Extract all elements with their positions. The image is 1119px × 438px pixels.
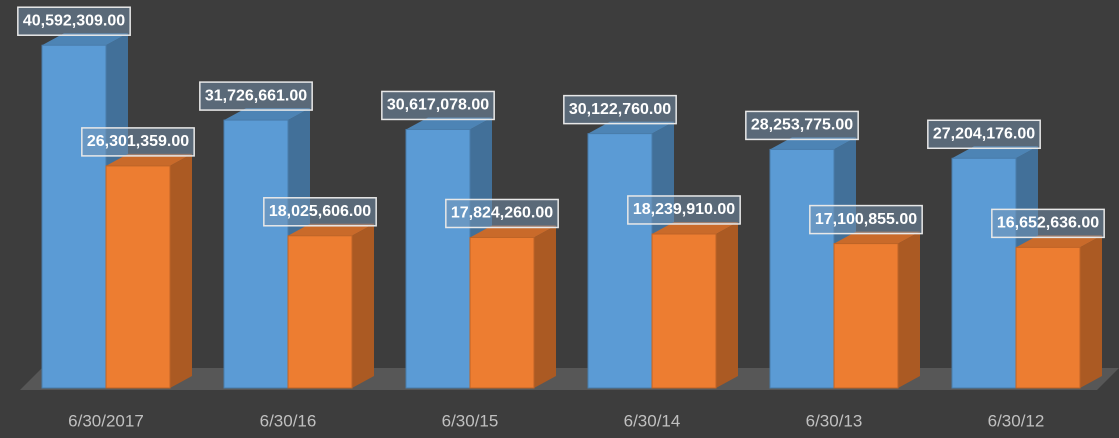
value-label-box <box>381 90 495 121</box>
bar-top <box>834 231 920 244</box>
value-label-box <box>927 119 1041 150</box>
value-label: 27,204,176.00 <box>933 125 1035 142</box>
bar-top <box>288 223 374 236</box>
bar-top <box>770 137 856 150</box>
x-tick-label: 6/30/2017 <box>68 411 144 430</box>
value-label: 31,726,661.00 <box>205 87 307 104</box>
bar-top <box>470 225 556 238</box>
bar-side <box>898 231 920 388</box>
value-label: 40,592,309.00 <box>23 12 125 29</box>
x-tick-label: 6/30/14 <box>624 411 681 430</box>
value-label: 17,100,855.00 <box>815 211 917 228</box>
bar-front <box>951 157 1017 389</box>
bar <box>105 153 192 389</box>
bar-top <box>42 33 128 46</box>
bar-front <box>223 119 289 389</box>
bar-side <box>534 225 556 388</box>
value-label: 26,301,359.00 <box>87 133 189 150</box>
x-tick-label: 6/30/15 <box>442 411 499 430</box>
bar-side <box>170 153 192 388</box>
value-label-box <box>445 198 559 229</box>
bar <box>469 225 556 389</box>
value-label: 17,824,260.00 <box>451 205 553 222</box>
x-tick-label: 6/30/16 <box>260 411 317 430</box>
bar <box>833 231 920 389</box>
value-label-box <box>745 110 859 141</box>
bar-front <box>651 233 717 389</box>
bar-front <box>1015 246 1081 389</box>
bar-top <box>952 146 1038 159</box>
value-label: 16,652,636.00 <box>997 215 1099 232</box>
value-label-box <box>17 6 131 36</box>
value-label: 18,239,910.00 <box>633 201 735 218</box>
value-label-box <box>263 197 377 227</box>
bar <box>1015 235 1102 389</box>
bar-top <box>224 108 310 121</box>
bar-top <box>106 153 192 166</box>
value-label-box <box>563 94 677 125</box>
bar <box>651 221 738 389</box>
bar-front <box>769 148 835 389</box>
bar-top <box>588 121 674 134</box>
bar-top <box>1016 235 1102 248</box>
value-label-box <box>991 208 1105 239</box>
x-tick-label: 6/30/12 <box>988 411 1045 430</box>
bar-front <box>469 236 535 389</box>
value-label: 30,122,760.00 <box>569 101 671 118</box>
value-label: 28,253,775.00 <box>751 117 853 134</box>
bar-top <box>406 117 492 130</box>
bar-front <box>287 235 353 389</box>
bar-front <box>405 128 471 389</box>
value-label: 30,617,078.00 <box>387 97 489 114</box>
bar-side <box>352 223 374 388</box>
value-label: 18,025,606.00 <box>269 203 371 220</box>
value-label-box <box>627 195 741 225</box>
bar-top <box>652 221 738 234</box>
bar-front <box>833 243 899 389</box>
value-label-box <box>809 204 923 235</box>
bar-front <box>105 165 171 389</box>
x-tick-label: 6/30/13 <box>806 411 863 430</box>
bar-front <box>587 133 653 389</box>
bar-side <box>1080 235 1102 388</box>
bar <box>287 223 374 389</box>
bar-side <box>716 221 738 388</box>
value-label-box <box>81 127 195 157</box>
bar-front <box>41 44 107 389</box>
value-label-box <box>199 81 313 111</box>
